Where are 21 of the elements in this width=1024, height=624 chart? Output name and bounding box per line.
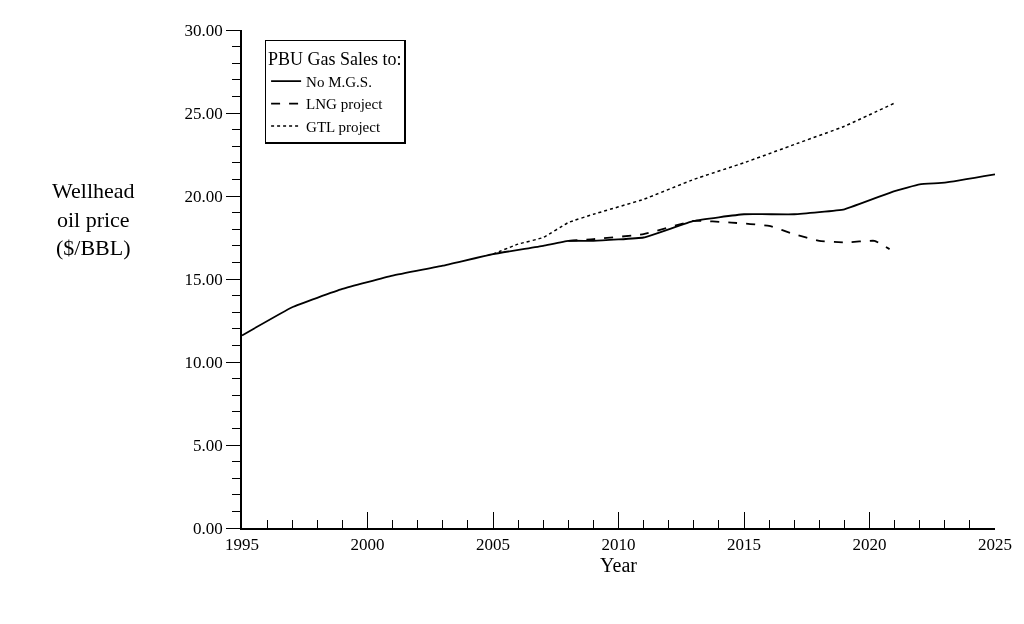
x-tick-label: 2025 <box>978 535 1012 555</box>
line-series <box>567 219 891 251</box>
x-tick-label: 2000 <box>350 535 385 555</box>
x-tick-label: 2005 <box>476 535 510 555</box>
legend-title: PBU Gas Sales to: <box>268 48 402 69</box>
legend-label: GTL project <box>306 118 381 135</box>
y-axis-title: Wellhead oil price ($/BBL) <box>52 178 135 261</box>
x-tick-label: 2015 <box>727 535 761 555</box>
y-tick-label: 10.00 <box>184 352 223 372</box>
y-tick-label: 5.00 <box>193 435 223 455</box>
x-tick-label: 1995 <box>225 535 259 555</box>
y-tick-label: 30.00 <box>184 20 223 40</box>
legend-label: LNG project <box>306 96 384 113</box>
x-tick-label: 2020 <box>852 535 887 555</box>
y-tick-label: 15.00 <box>184 269 223 289</box>
x-tick-label: 2010 <box>601 535 636 555</box>
x-axis-title: Year <box>600 554 638 577</box>
y-tick-label: 0.00 <box>193 518 223 538</box>
y-tick-label: 25.00 <box>184 103 223 123</box>
y-tick-label: 20.00 <box>184 186 223 206</box>
legend-label: No M.G.S. <box>306 73 372 90</box>
